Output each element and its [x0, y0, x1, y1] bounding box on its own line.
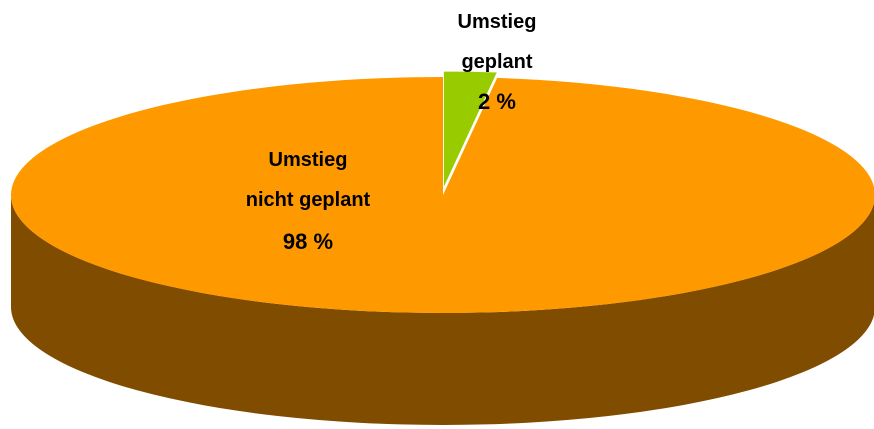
slice-label: Umstieg geplant	[457, 11, 537, 73]
pie-slice	[442, 70, 499, 190]
slice-value-label: 2 %	[478, 89, 516, 114]
slice-label: Umstieg nicht geplant	[245, 149, 371, 211]
slice-value-label: 98 %	[282, 229, 334, 254]
pie-slice	[11, 77, 874, 313]
pie-slice-side	[11, 195, 874, 425]
